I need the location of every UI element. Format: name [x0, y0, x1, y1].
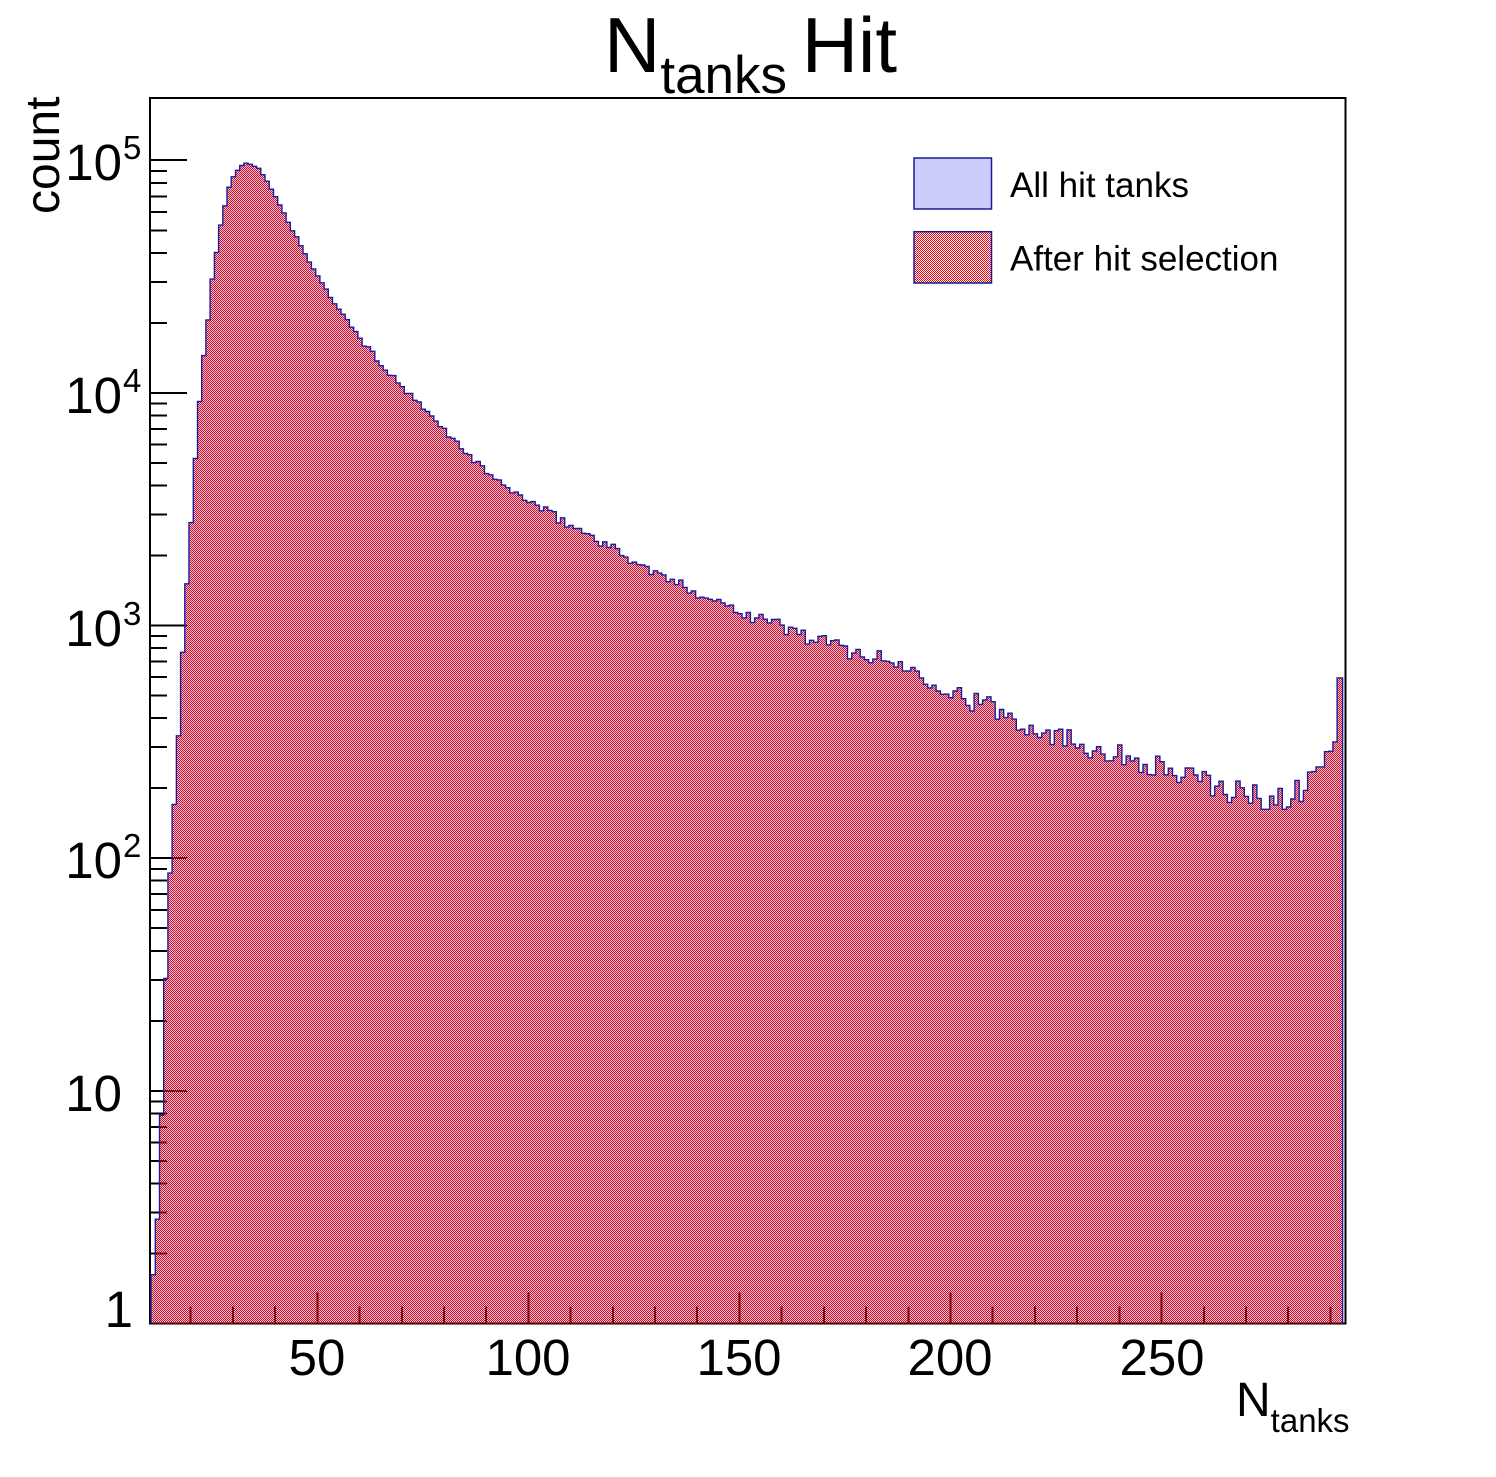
svg-text:2: 2 — [123, 827, 141, 864]
svg-text:Ntanks Hit: Ntanks Hit — [604, 1, 897, 105]
svg-text:4: 4 — [123, 362, 141, 399]
svg-text:3: 3 — [123, 595, 141, 632]
svg-text:5: 5 — [123, 129, 141, 166]
svg-text:After hit selection: After hit selection — [1010, 240, 1278, 279]
svg-text:250: 250 — [1119, 1329, 1204, 1386]
svg-text:10: 10 — [65, 367, 122, 424]
svg-text:200: 200 — [907, 1329, 992, 1386]
svg-text:10: 10 — [65, 1065, 122, 1122]
svg-text:10: 10 — [65, 134, 122, 191]
svg-text:All hit tanks: All hit tanks — [1010, 166, 1189, 205]
svg-text:10: 10 — [65, 832, 122, 889]
svg-text:10: 10 — [65, 600, 122, 657]
svg-text:150: 150 — [696, 1329, 781, 1386]
svg-text:1: 1 — [105, 1281, 133, 1338]
svg-text:count: count — [17, 97, 70, 214]
svg-text:50: 50 — [289, 1329, 346, 1386]
svg-text:100: 100 — [485, 1329, 570, 1386]
